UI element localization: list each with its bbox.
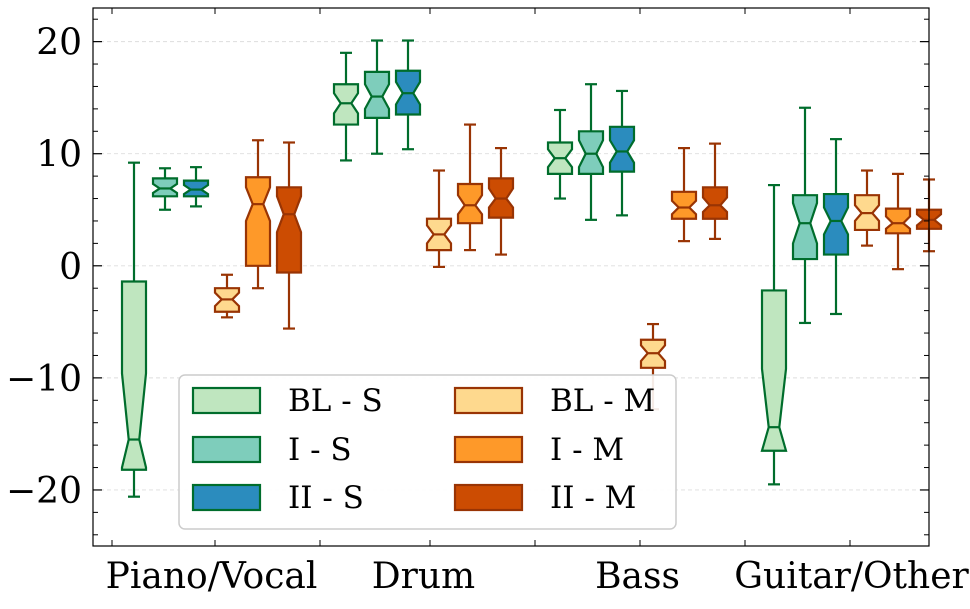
- box-ii-s-0: [182, 166, 210, 208]
- legend-label-0: BL - S: [288, 383, 383, 419]
- box-ii-s-2: [608, 89, 636, 217]
- ytick-label: 10: [36, 135, 82, 176]
- box-i-s-0: [151, 167, 179, 211]
- box-i-s-3: [791, 106, 819, 325]
- box-body: [822, 192, 850, 256]
- legend-label-1: I - S: [288, 432, 352, 468]
- box-body: [701, 186, 729, 220]
- box-ii-m-2: [701, 142, 729, 240]
- box-body: [670, 190, 698, 220]
- legend-box: [178, 374, 677, 530]
- ytick-label: −10: [6, 359, 82, 400]
- box-body: [332, 83, 360, 126]
- box-body: [151, 177, 179, 198]
- ytick-label: −20: [6, 471, 82, 512]
- box-ii-s-1: [394, 39, 422, 151]
- legend-swatch-3: [453, 386, 524, 415]
- box-bl-s-1: [332, 51, 360, 162]
- box-body: [182, 179, 210, 198]
- box-body: [791, 194, 819, 261]
- box-ii-s-3: [822, 138, 850, 316]
- box-bl-m-1: [425, 169, 453, 269]
- box-i-s-2: [577, 83, 605, 221]
- legend-swatch-1: [191, 435, 262, 464]
- box-bl-m-0: [213, 273, 241, 319]
- box-i-m-1: [456, 123, 484, 252]
- box-body: [456, 182, 484, 225]
- legend-label-3: BL - M: [550, 383, 655, 419]
- box-body: [275, 186, 303, 274]
- legend-label-4: I - M: [550, 432, 624, 468]
- box-i-m-0: [244, 139, 272, 290]
- box-body: [608, 125, 636, 173]
- ytick-label: 0: [59, 247, 82, 288]
- xtick-label-0: Piano/Vocal: [106, 556, 318, 597]
- legend-swatch-2: [191, 483, 262, 512]
- box-body: [760, 289, 788, 452]
- legend-label-5: II - M: [550, 480, 636, 516]
- legend-swatch-4: [453, 435, 524, 464]
- box-bl-s-2: [546, 108, 574, 200]
- legend-label-2: II - S: [288, 480, 364, 516]
- xtick-label-1: Drum: [372, 556, 475, 597]
- box-bl-s-0: [120, 161, 148, 498]
- xtick-label-2: Bass: [595, 556, 680, 597]
- box-body: [577, 130, 605, 175]
- legend-swatch-0: [191, 386, 262, 415]
- plot-frame: [92, 7, 930, 547]
- box-bl-s-3: [760, 183, 788, 486]
- box-i-m-2: [670, 147, 698, 243]
- legend-swatch-5: [453, 483, 524, 512]
- box-i-s-1: [363, 39, 391, 155]
- axes: −20 −10 0 10 20 Piano/Vocal Drum Bass Guitar/Oth…: [6, 7, 969, 597]
- grid-lines: [93, 41, 929, 491]
- box-ii-m-1: [487, 147, 515, 256]
- box-i-m-3: [884, 172, 912, 271]
- box-body: [363, 70, 391, 119]
- box-body: [120, 280, 148, 471]
- ytick-label: 20: [36, 23, 82, 64]
- box-body: [884, 207, 912, 235]
- box-ii-m-0: [275, 141, 303, 330]
- box-series-group: [120, 39, 943, 498]
- xtick-label-3: Guitar/Other: [734, 556, 969, 597]
- box-bl-m-3: [853, 169, 881, 247]
- box-body: [244, 176, 272, 267]
- legend: BL - S I - S II - S BL - M I - M II - M: [178, 374, 677, 530]
